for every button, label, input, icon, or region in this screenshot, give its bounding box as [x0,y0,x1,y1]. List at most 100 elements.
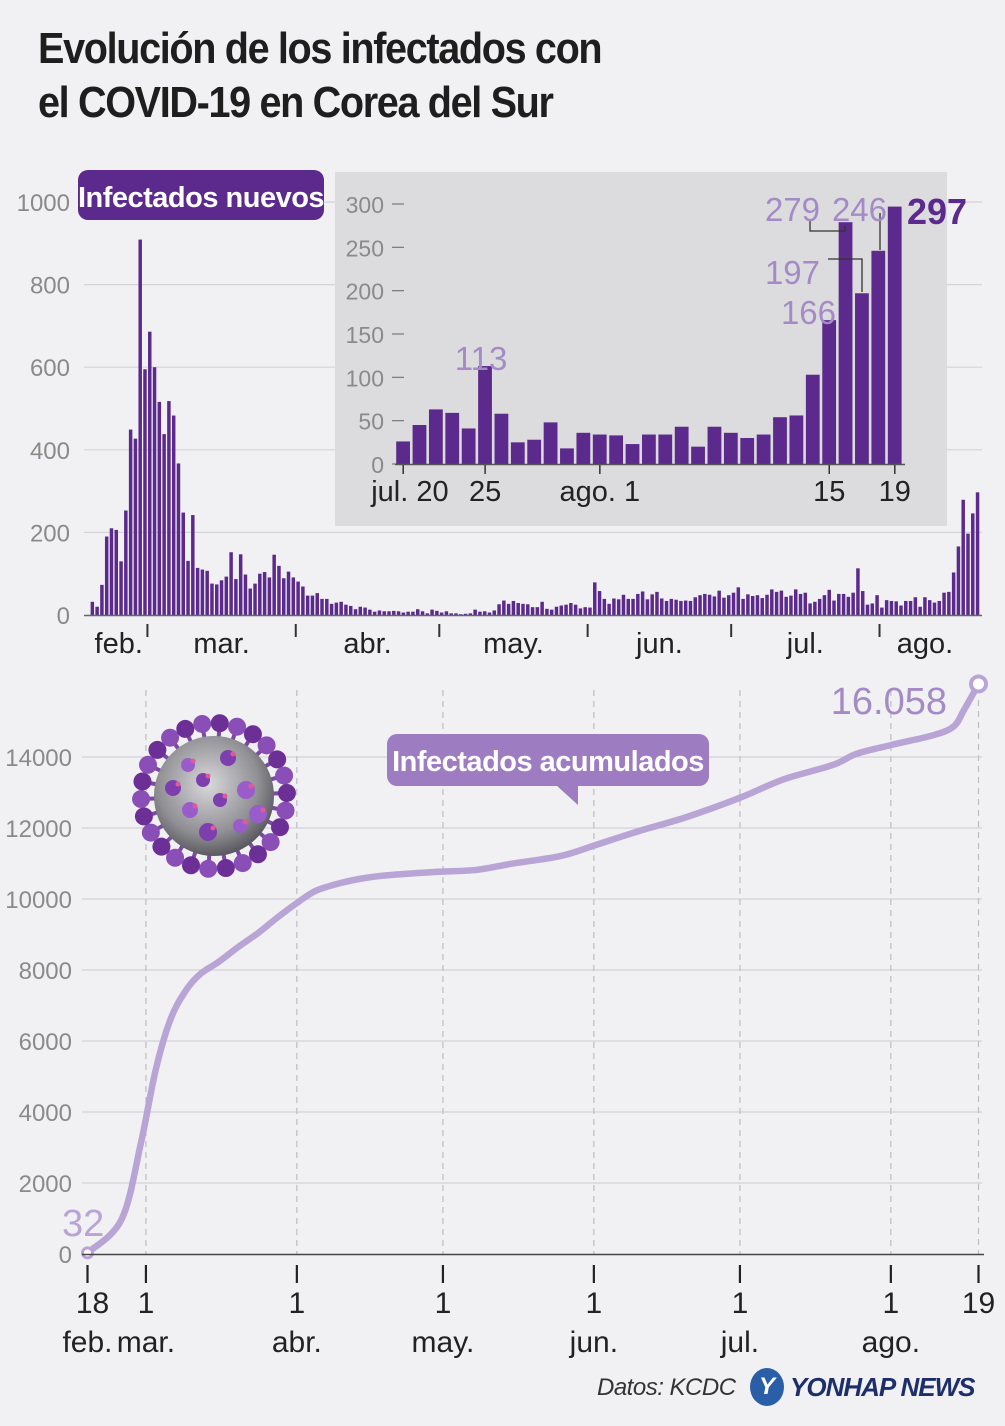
daily-bar [698,595,702,615]
daily-bar [157,401,162,615]
daily-bar [971,513,975,615]
virus-spike-head [257,736,276,755]
daily-bar [411,611,415,615]
daily-bar [726,595,731,615]
daily-bar [339,601,343,615]
daily-bar [320,598,324,615]
daily-bar [803,592,808,615]
daily-month-label: jun. [635,628,683,660]
inset-annotation-label: 197 [765,254,820,291]
daily-bar [655,591,659,615]
virus-spike-head [228,717,247,736]
virus-protein-dot [190,758,196,764]
daily-bar [932,602,937,615]
daily-bar [368,609,372,615]
daily-bar [219,580,224,615]
daily-bar [918,606,922,615]
daily-y-tick-label: 1000 [17,190,70,217]
daily-bar [334,602,339,615]
cumulative-x-tick-day: 19 [962,1287,995,1320]
daily-bar [774,591,779,615]
daily-bar [731,592,736,615]
daily-bar [171,415,176,615]
virus-spike-head [243,725,262,744]
daily-bar [865,604,870,615]
daily-bar [186,560,190,615]
daily-bar [181,512,185,615]
cumulative-y-tick-label: 6000 [19,1029,72,1056]
daily-bar [612,598,616,615]
cumulative-badge-label: Infectados acumulados [392,746,704,778]
title-line-2: el COVID-19 en Corea del Sur [38,78,554,127]
cumulative-badge-pointer [556,785,578,805]
inset-x-tick-label: jul. 20 [370,476,448,508]
cumulative-x-tick-day: 1 [732,1287,749,1320]
inset-annotation-leader [828,258,863,292]
inset-bar [592,434,607,464]
inset-bar [674,426,689,464]
daily-bar [449,613,453,615]
virus-illustration [132,714,296,878]
inset-chart: 0 50 100 150 200 250 300 jul. 20 25 ago. 1 15 19 113… [335,172,967,526]
daily-bar [535,607,540,615]
daily-bar [258,573,262,615]
daily-y-tick-label: 800 [30,273,70,300]
daily-bar [827,589,831,615]
daily-bar [908,600,913,615]
daily-bar [478,611,482,615]
inset-bar [789,415,804,464]
daily-bar [148,331,152,615]
daily-bar [305,595,310,615]
daily-bar [894,601,898,615]
daily-bar [956,546,961,615]
inset-bar [576,432,591,464]
daily-bar [301,586,305,615]
cumulative-x-tick-month: abr. [272,1326,322,1359]
virus-spike-head [261,833,280,852]
yonhap-logo-icon: Y [750,1368,784,1406]
daily-y-tick-label: 0 [57,603,70,630]
cumulative-x-tick-day: 1 [289,1287,306,1320]
daily-bar [521,603,525,615]
daily-month-label: may. [483,628,544,660]
daily-bar [114,529,119,615]
daily-bar [884,600,889,615]
daily-bar [238,554,243,615]
daily-bar [593,582,597,615]
virus-spike-head [139,755,158,774]
virus-protein [249,805,267,823]
cumulative-y-tick-label: 10000 [5,887,72,914]
daily-bar [583,607,587,615]
daily-series-badge: Infectados nuevos [78,170,325,220]
daily-bar [736,587,741,615]
cumulative-x-tick-day: 18 [76,1287,109,1320]
virus-spike-head [152,837,171,856]
daily-bar [674,599,678,615]
daily-bar [760,598,764,615]
title-line-1: Evolución de los infectados con [38,24,603,73]
inset-bar [822,320,837,464]
inset-x-tick-label: ago. 1 [560,476,641,508]
daily-bar [459,614,463,615]
daily-bar [554,606,559,615]
virus-protein-dot [192,803,198,809]
virus-protein-dot [230,751,236,757]
daily-bar [210,583,214,615]
daily-bar [621,594,626,615]
daily-bar [104,536,109,615]
cumulative-y-tick-label: 12000 [5,816,72,843]
daily-bar [856,568,860,615]
daily-bar [454,613,458,615]
inset-bar [445,412,460,464]
inset-bar [805,374,820,464]
daily-bar [813,601,817,615]
virus-protein-dot [205,773,211,779]
daily-bars [90,239,980,615]
daily-bar [482,611,487,615]
daily-bar [559,605,564,615]
inset-annotation-label: 297 [907,191,967,232]
virus-spike-head [276,801,295,820]
daily-bar [95,606,99,615]
inset-annotation-leader [809,219,846,232]
virus-protein-dot [260,807,266,813]
